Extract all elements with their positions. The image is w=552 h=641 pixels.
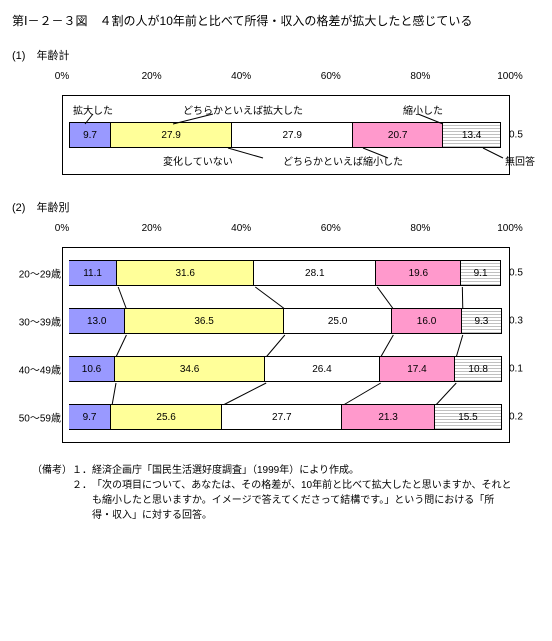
- legend-nochange: 変化していない: [163, 153, 233, 168]
- bar-segment: 25.0: [284, 308, 393, 334]
- panel2-label: (2) 年齢別: [12, 199, 540, 215]
- note-num: １．: [72, 463, 92, 478]
- panel2-axis: 0% 20% 40% 60% 80% 100%: [62, 223, 510, 237]
- bar-segment: 13.4: [443, 122, 501, 148]
- bar-segment: 26.4: [265, 356, 380, 382]
- bar-segment: 9.3: [462, 308, 502, 334]
- axis-tick: 100%: [497, 71, 523, 82]
- panel2-bar: 30～39歳13.036.525.016.09.30.3: [69, 308, 503, 334]
- legend-shrunk: 縮小した: [403, 102, 443, 117]
- tail-value: 0.2: [509, 412, 523, 423]
- axis-tick: 40%: [231, 223, 251, 234]
- bar-segment: 36.5: [125, 308, 283, 334]
- chart-title: 第Ⅰ－２－３図 ４割の人が10年前と比べて所得・収入の格差が拡大したと感じている: [12, 12, 540, 29]
- legend-somewhat-expanded: どちらかといえば拡大した: [183, 102, 303, 117]
- bar-segment: 13.0: [69, 308, 125, 334]
- tail-value: 0.5: [509, 268, 523, 279]
- panel1-box: 9.727.927.920.713.40.5 拡大した どちらかといえば拡大した…: [62, 95, 510, 175]
- bar-segment: 27.9: [232, 122, 353, 148]
- row-label: 50～59歳: [19, 410, 61, 425]
- bar-segment: 20.7: [353, 122, 443, 148]
- bar-segment: 17.4: [380, 356, 456, 382]
- panel2-box: 20～29歳11.131.628.119.69.10.5 30～39歳13.036…: [62, 247, 510, 443]
- tail-value: 0.3: [509, 316, 523, 327]
- notes-prefix: （備考）: [32, 463, 72, 478]
- bar-segment: 27.7: [222, 404, 342, 430]
- legend-expanded: 拡大した: [73, 102, 113, 117]
- panel1-axis: 0% 20% 40% 60% 80% 100%: [62, 71, 510, 85]
- row-label: 20～29歳: [19, 266, 61, 281]
- bar-segment: 31.6: [117, 260, 254, 286]
- bar-segment: 16.0: [392, 308, 461, 334]
- panel2-chart: 0% 20% 40% 60% 80% 100% 20～29歳11.131.628…: [62, 223, 510, 443]
- bar-segment: 15.5: [435, 404, 502, 430]
- bar-segment: 19.6: [376, 260, 461, 286]
- axis-tick: 60%: [321, 71, 341, 82]
- bar-segment: 9.7: [69, 122, 111, 148]
- bar-segment: 10.8: [455, 356, 502, 382]
- axis-tick: 0%: [55, 71, 69, 82]
- bar-segment: 25.6: [111, 404, 222, 430]
- bar-segment: 9.1: [461, 260, 500, 286]
- panel2-bar: 40～49歳10.634.626.417.410.80.1: [69, 356, 503, 382]
- axis-tick: 0%: [55, 223, 69, 234]
- bar-segment: 9.7: [69, 404, 111, 430]
- bar-segment: 11.1: [69, 260, 117, 286]
- panel1-label: (1) 年齢計: [12, 47, 540, 63]
- panel2-bar: 20～29歳11.131.628.119.69.10.5: [69, 260, 503, 286]
- axis-tick: 40%: [231, 71, 251, 82]
- bar-segment: 27.9: [111, 122, 232, 148]
- axis-tick: 80%: [410, 223, 430, 234]
- axis-tick: 20%: [142, 71, 162, 82]
- tail-value: 0.5: [509, 130, 523, 141]
- legend-noanswer: 無回答: [505, 153, 535, 168]
- bar-segment: 28.1: [254, 260, 376, 286]
- note-num: ２．: [72, 478, 92, 523]
- panel2-bar: 50～59歳9.725.627.721.315.50.2: [69, 404, 503, 430]
- row-label: 30～39歳: [19, 314, 61, 329]
- axis-tick: 20%: [142, 223, 162, 234]
- row-label: 40～49歳: [19, 362, 61, 377]
- footnotes: （備考） １． 経済企画庁「国民生活選好度調査」（1999年）により作成。 （備…: [32, 463, 540, 523]
- panel1-chart: 0% 20% 40% 60% 80% 100% 9.727.927.920.71…: [62, 71, 510, 175]
- axis-tick: 100%: [497, 223, 523, 234]
- bar-segment: 34.6: [115, 356, 265, 382]
- axis-tick: 80%: [410, 71, 430, 82]
- note-text: 「次の項目について、あなたは、その格差が、10年前と比べて拡大したと思いますか、…: [92, 478, 512, 523]
- panel1-bar: 9.727.927.920.713.40.5: [69, 122, 503, 148]
- bar-segment: 10.6: [69, 356, 115, 382]
- bar-segment: 21.3: [342, 404, 434, 430]
- note-text: 経済企画庁「国民生活選好度調査」（1999年）により作成。: [92, 463, 359, 478]
- legend-somewhat-shrunk: どちらかといえば縮小した: [283, 153, 403, 168]
- tail-value: 0.1: [509, 364, 523, 375]
- axis-tick: 60%: [321, 223, 341, 234]
